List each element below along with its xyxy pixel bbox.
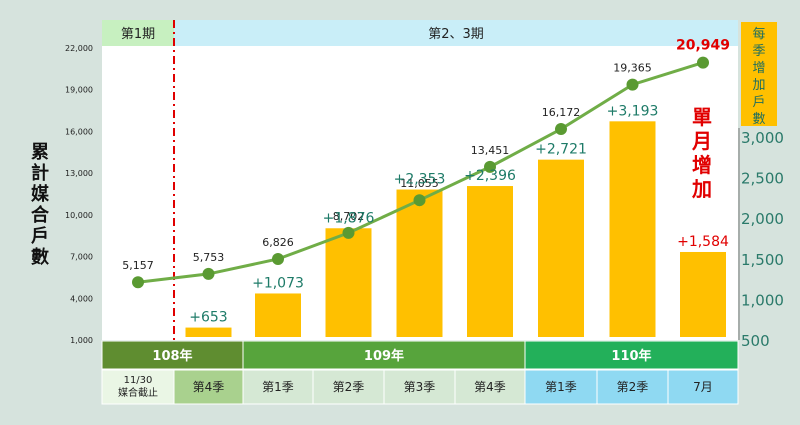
left-tick-label: 19,000 — [65, 86, 93, 95]
bar — [467, 186, 513, 337]
right-tick-label: 1,000 — [741, 291, 784, 309]
bar — [325, 228, 372, 337]
right-tick-label: 1,500 — [741, 251, 784, 269]
line-value-label: 13,451 — [471, 144, 510, 157]
right-tick-label: 2,000 — [741, 210, 784, 228]
line-point — [484, 160, 496, 173]
left-tick-label: 10,000 — [65, 211, 93, 220]
bar — [255, 293, 301, 337]
left-tick-label: 22,000 — [65, 44, 93, 53]
bar-value-label: +2,721 — [535, 142, 587, 158]
year-label: 108年 — [152, 348, 192, 364]
bar-value-label: +653 — [189, 310, 227, 326]
period-label: 11/30 媒合截止 — [118, 375, 158, 399]
right-axis-title-char: 戶 — [752, 95, 765, 110]
line-point — [132, 276, 144, 289]
line-point — [342, 226, 355, 239]
right-axis-title-char: 每 — [752, 26, 765, 42]
period-cell — [242, 369, 314, 405]
period-label: 第4季 — [474, 380, 506, 394]
bar — [538, 159, 584, 337]
year-cell — [242, 340, 526, 370]
monthly-note-char: 加 — [691, 177, 712, 201]
year-cell — [101, 340, 244, 370]
right-tick-label: 2,500 — [741, 170, 784, 188]
period-label: 第1季 — [545, 380, 577, 394]
bar-value-label: +2,396 — [464, 168, 516, 184]
period-label: 第2季 — [333, 380, 365, 394]
monthly-note-char: 單 — [692, 105, 712, 129]
bar-value-label: +1,876 — [323, 210, 375, 226]
period-cell — [596, 369, 669, 405]
line-value-label: 8,702 — [333, 210, 365, 223]
line-point — [272, 252, 284, 265]
period-label: 7月 — [693, 380, 713, 394]
period-label-line: 媒合截止 — [118, 386, 158, 399]
bar-value-label: +2,353 — [394, 172, 446, 188]
right-axis-title-char: 季 — [752, 44, 765, 59]
line-point — [697, 56, 709, 69]
period-label: 第2季 — [617, 380, 649, 394]
year-label: 110年 — [611, 348, 651, 364]
period-label: 第3季 — [404, 380, 436, 394]
period-cell — [173, 369, 244, 405]
line-point — [202, 267, 215, 280]
phase23-header — [174, 20, 738, 46]
left-tick-label: 16,000 — [65, 127, 93, 136]
period-cell — [101, 369, 175, 405]
line-value-label: 16,172 — [542, 106, 581, 119]
left-tick-label: 7,000 — [70, 253, 93, 262]
period-cell — [454, 369, 526, 405]
period-cell — [667, 369, 739, 405]
line-point — [555, 123, 567, 136]
left-axis-title-char: 數 — [31, 247, 49, 268]
line-value-label: 11,055 — [400, 177, 439, 190]
line-value-label: 6,826 — [262, 236, 294, 249]
right-axis-title-box — [741, 22, 777, 126]
left-axis-title-char: 媒 — [31, 183, 50, 205]
period-cell — [383, 369, 456, 405]
phase1-label: 第1期 — [121, 27, 155, 42]
period-label: 第1季 — [262, 380, 294, 394]
left-tick-label: 1,000 — [70, 336, 93, 345]
right-tick-label: 500 — [741, 332, 770, 350]
phase23-label: 第2、3期 — [428, 27, 484, 42]
bar-value-label: +1,584 — [677, 234, 729, 250]
right-axis-title-char: 增 — [752, 61, 765, 76]
line-point — [626, 78, 639, 91]
left-axis-title-char: 戶 — [31, 225, 49, 247]
right-axis-title-char: 數 — [752, 112, 765, 127]
bar — [609, 121, 656, 337]
line-value-label: 5,157 — [122, 259, 154, 272]
bar — [396, 189, 443, 337]
left-axis-title-char: 計 — [31, 162, 49, 184]
line-value-label: 20,949 — [676, 38, 730, 54]
left-axis-title-char: 累 — [31, 142, 49, 163]
bar — [680, 251, 726, 337]
phase1-header — [102, 20, 174, 46]
monthly-note-char: 月 — [691, 129, 712, 153]
period-label: 第4季 — [193, 380, 225, 394]
period-label-line: 11/30 — [124, 375, 153, 386]
bar-value-label: +3,193 — [607, 103, 659, 119]
year-label: 109年 — [364, 348, 404, 364]
right-tick-label: 3,000 — [741, 129, 784, 147]
monthly-note-char: 增 — [692, 153, 712, 177]
line-value-label: 5,753 — [193, 251, 225, 264]
left-tick-label: 4,000 — [70, 294, 93, 303]
period-cell — [524, 369, 598, 405]
line-value-label: 19,365 — [613, 62, 652, 75]
right-axis-title-char: 加 — [752, 78, 765, 93]
bar — [185, 327, 232, 337]
bar-value-label: +1,073 — [252, 275, 304, 291]
left-axis-title-char: 合 — [31, 204, 50, 226]
left-tick-label: 13,000 — [65, 169, 93, 178]
year-cell — [524, 340, 739, 370]
line-point — [413, 194, 426, 207]
